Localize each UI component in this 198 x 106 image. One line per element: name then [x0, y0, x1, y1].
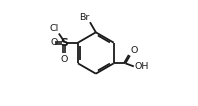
Text: Br: Br: [79, 13, 89, 22]
Text: O: O: [50, 38, 58, 47]
Text: Cl: Cl: [49, 24, 58, 33]
Text: OH: OH: [134, 62, 148, 71]
Text: O: O: [130, 46, 137, 55]
Text: S: S: [60, 38, 68, 48]
Text: O: O: [60, 55, 68, 64]
